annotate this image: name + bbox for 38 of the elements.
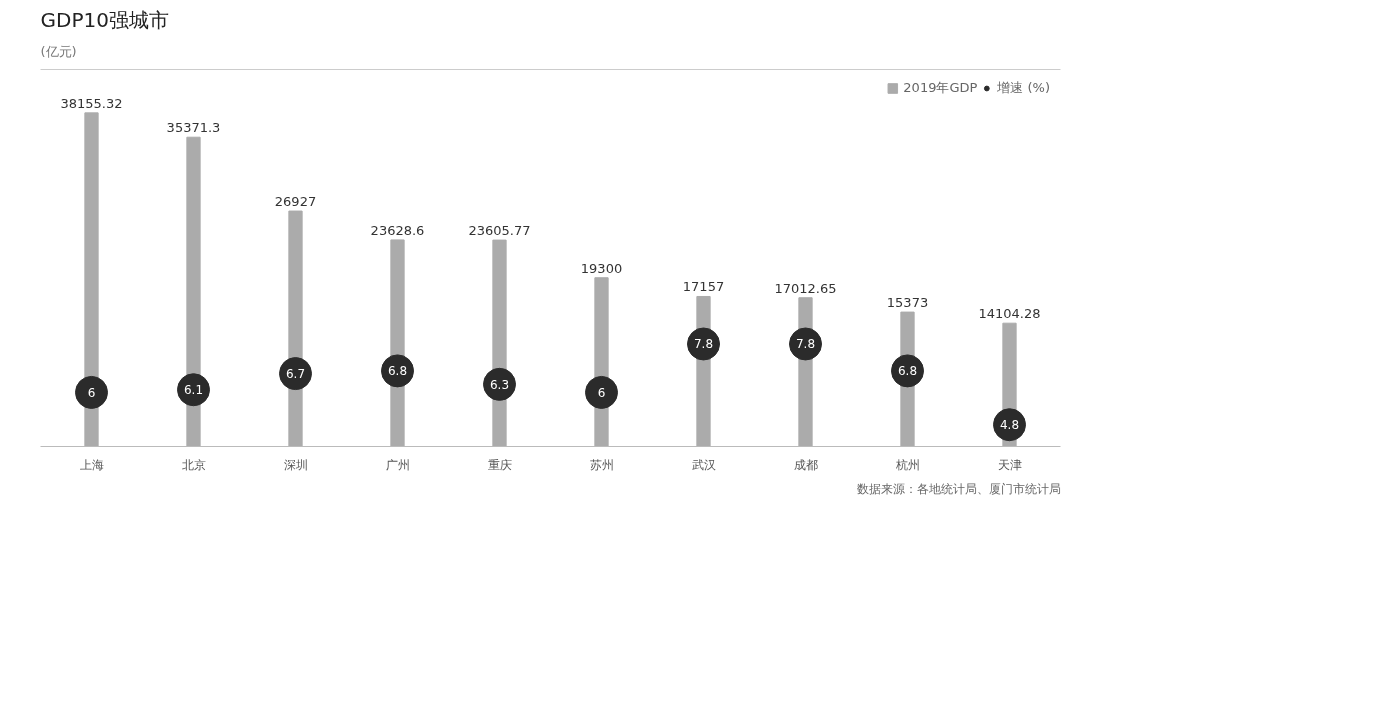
data-label: 17157 — [682, 279, 725, 295]
chart-title: GDP10强城市 — [40, 7, 169, 32]
data-label: 14104.28 — [978, 306, 1041, 322]
source-note: 数据来源：各地统计局、厦门市统计局 — [856, 481, 1061, 496]
data-label: 7.8 — [795, 337, 816, 352]
point — [585, 375, 618, 409]
data-label: 7.8 — [693, 337, 714, 352]
data-label: 6.8 — [897, 364, 918, 379]
x-tick-label: 杭州 — [894, 457, 920, 472]
text: (亿元) — [40, 43, 77, 59]
data-label: 6.3 — [489, 377, 510, 392]
data-label: 23605.77 — [468, 223, 531, 239]
data-label: 26927 — [274, 194, 317, 210]
data-label: 6.8 — [387, 364, 408, 379]
data-label: 35371.3 — [166, 120, 221, 136]
x-tick-label: 重庆 — [487, 457, 512, 472]
bar — [84, 112, 99, 447]
x-tick-label: 成都 — [793, 457, 818, 472]
data-label: 6.7 — [285, 367, 306, 382]
x-tick-label: 广州 — [385, 457, 410, 472]
data-label: 15373 — [886, 295, 929, 311]
data-label: 19300 — [580, 260, 623, 276]
data-label: 6 — [597, 385, 606, 400]
point — [75, 375, 108, 409]
x-tick-label: 深圳 — [283, 457, 308, 472]
legend-label: 2019年GDP — [903, 79, 978, 97]
data-label: 4.8 — [999, 418, 1020, 433]
x-tick-label: 天津 — [997, 457, 1022, 472]
x-tick-label: 北京 — [181, 457, 206, 472]
data-label: 6.1 — [183, 383, 204, 398]
data-label: 23628.6 — [370, 222, 425, 238]
x-tick-label: 武汉 — [691, 457, 716, 472]
data-label: 17012.65 — [774, 280, 837, 296]
legend-label: 增速 (%) — [997, 79, 1050, 97]
data-label: 6 — [87, 385, 96, 400]
x-tick-label: 上海 — [79, 457, 104, 472]
x-tick-label: 苏州 — [589, 457, 614, 472]
data-label: 38155.32 — [60, 95, 123, 111]
